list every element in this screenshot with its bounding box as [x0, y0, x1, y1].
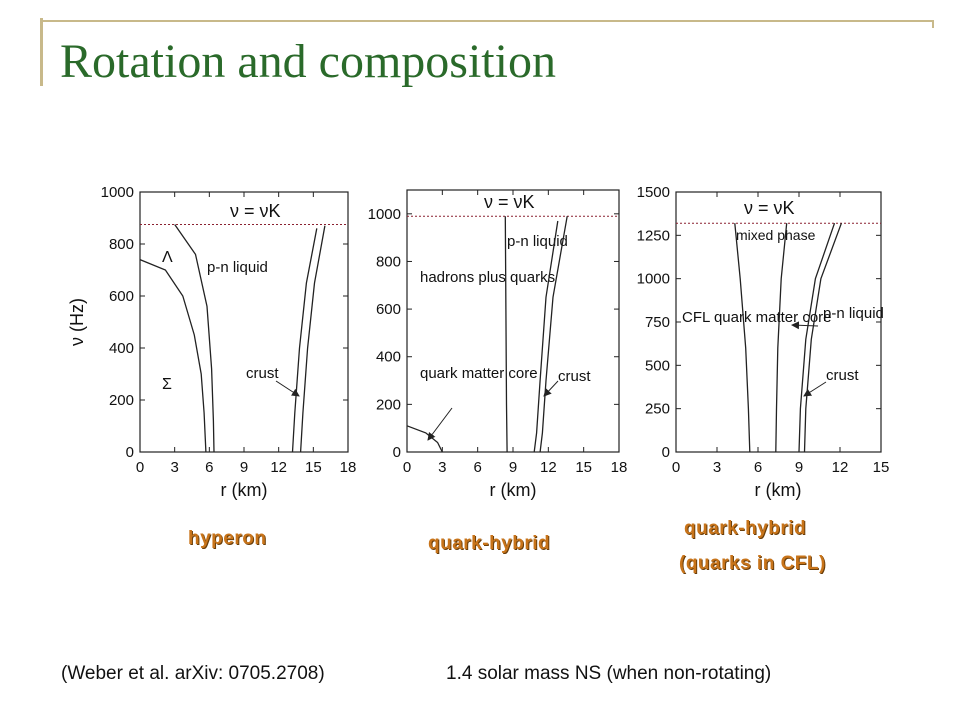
y-tick-label: 0 [126, 444, 134, 461]
crust-arrow [803, 381, 827, 397]
crust-label: crust [246, 365, 279, 382]
y-tick-label: 400 [109, 340, 134, 357]
hadrons-quarks-label: hadrons plus quarks [420, 269, 555, 286]
x-tick-label: 6 [473, 459, 481, 476]
boundary-curve [406, 425, 443, 453]
pn-liquid-label: p-n liquid [507, 233, 568, 250]
y-tick-label: 200 [109, 392, 134, 409]
sigma-label: Σ [162, 376, 172, 393]
x-tick-label: 9 [509, 459, 517, 476]
y-tick-label: 1250 [637, 227, 670, 244]
y-tick-label: 800 [109, 236, 134, 253]
boundary-curve [533, 220, 559, 453]
plot-frame [406, 189, 620, 453]
boundary-curve [803, 222, 843, 453]
x-tick-label: 3 [170, 459, 178, 476]
x-tick-label: 15 [305, 459, 322, 476]
quark-hybrid-label: quark-hybrid [428, 533, 551, 554]
kepler-label: ν = νK [484, 192, 535, 212]
decorative-rule-end [932, 20, 934, 28]
y-tick-label: 500 [645, 357, 670, 374]
x-axis-label: r (km) [490, 480, 537, 500]
cfl-quark-hybrid-label: quark-hybrid [684, 518, 807, 539]
y-axis-label: ν (Hz) [67, 298, 87, 346]
boundary-curve [798, 222, 836, 453]
boundary-curve [539, 216, 568, 453]
boundary-curve [139, 258, 207, 453]
crust-arrow [543, 380, 559, 397]
quark-core-label: quark matter core [420, 365, 538, 382]
x-tick-label: 12 [832, 459, 849, 476]
citation-text: (Weber et al. arXiv: 0705.2708) [61, 663, 325, 684]
kepler-label: ν = νK [230, 201, 281, 221]
x-tick-label: 6 [205, 459, 213, 476]
pn-liquid-label: p-n liquid [207, 259, 268, 276]
y-tick-label: 800 [376, 253, 401, 270]
x-tick-label: 0 [136, 459, 144, 476]
x-tick-label: 0 [672, 459, 680, 476]
y-tick-label: 1000 [368, 206, 401, 223]
hyperon-chart: ν (Hz) r (km) ν = νK Λ p-n liquid Σ crus… [67, 184, 356, 500]
mixed-phase-label: mixed phase [736, 227, 816, 243]
y-tick-label: 0 [662, 444, 670, 461]
x-tick-label: 0 [403, 459, 411, 476]
hyperon-label: hyperon [188, 528, 267, 549]
x-tick-label: 12 [270, 459, 287, 476]
y-tick-label: 600 [109, 288, 134, 305]
x-tick-label: 6 [754, 459, 762, 476]
x-tick-label: 15 [873, 459, 890, 476]
core-arrow [427, 407, 453, 441]
boundary-curve [734, 223, 751, 453]
y-tick-label: 400 [376, 349, 401, 366]
y-tick-label: 250 [645, 401, 670, 418]
decorative-horizontal-rule [40, 20, 934, 22]
y-tick-label: 1500 [637, 184, 670, 201]
quarks-in-cfl-label: (quarks in CFL) [679, 553, 826, 574]
lambda-label: Λ [162, 249, 173, 266]
kepler-label: ν = νK [744, 198, 795, 218]
y-tick-label: 200 [376, 396, 401, 413]
cfl-quark-hybrid-chart: r (km) ν = νK mixed phase CFL quark matt… [637, 184, 890, 500]
mass-note-text: 1.4 solar mass NS (when non-rotating) [446, 663, 772, 684]
x-axis-label: r (km) [755, 480, 802, 500]
x-tick-label: 9 [795, 459, 803, 476]
y-tick-label: 600 [376, 301, 401, 318]
x-tick-label: 12 [540, 459, 557, 476]
pn-liquid-label: p-n liquid [823, 305, 884, 322]
y-tick-label: 1000 [101, 184, 134, 201]
boundary-curve [299, 225, 326, 453]
boundary-curve [775, 223, 788, 453]
crust-label: crust [826, 367, 859, 384]
y-tick-label: 1000 [637, 271, 670, 288]
boundary-curve [291, 228, 318, 453]
slide-title: Rotation and composition [60, 35, 556, 88]
decorative-vertical-rule [40, 18, 43, 86]
quark-hybrid-chart: r (km) ν = νK p-n liquid hadrons plus qu… [368, 189, 628, 500]
x-tick-label: 18 [340, 459, 357, 476]
x-tick-label: 9 [240, 459, 248, 476]
x-tick-label: 15 [575, 459, 592, 476]
y-tick-label: 0 [393, 444, 401, 461]
y-tick-label: 750 [645, 314, 670, 331]
x-axis-label: r (km) [221, 480, 268, 500]
x-tick-label: 18 [611, 459, 628, 476]
boundary-curve [174, 224, 215, 453]
x-tick-label: 3 [438, 459, 446, 476]
x-tick-label: 3 [713, 459, 721, 476]
crust-label: crust [558, 368, 591, 385]
boundary-curve [504, 216, 508, 453]
crust-arrow [275, 380, 300, 397]
